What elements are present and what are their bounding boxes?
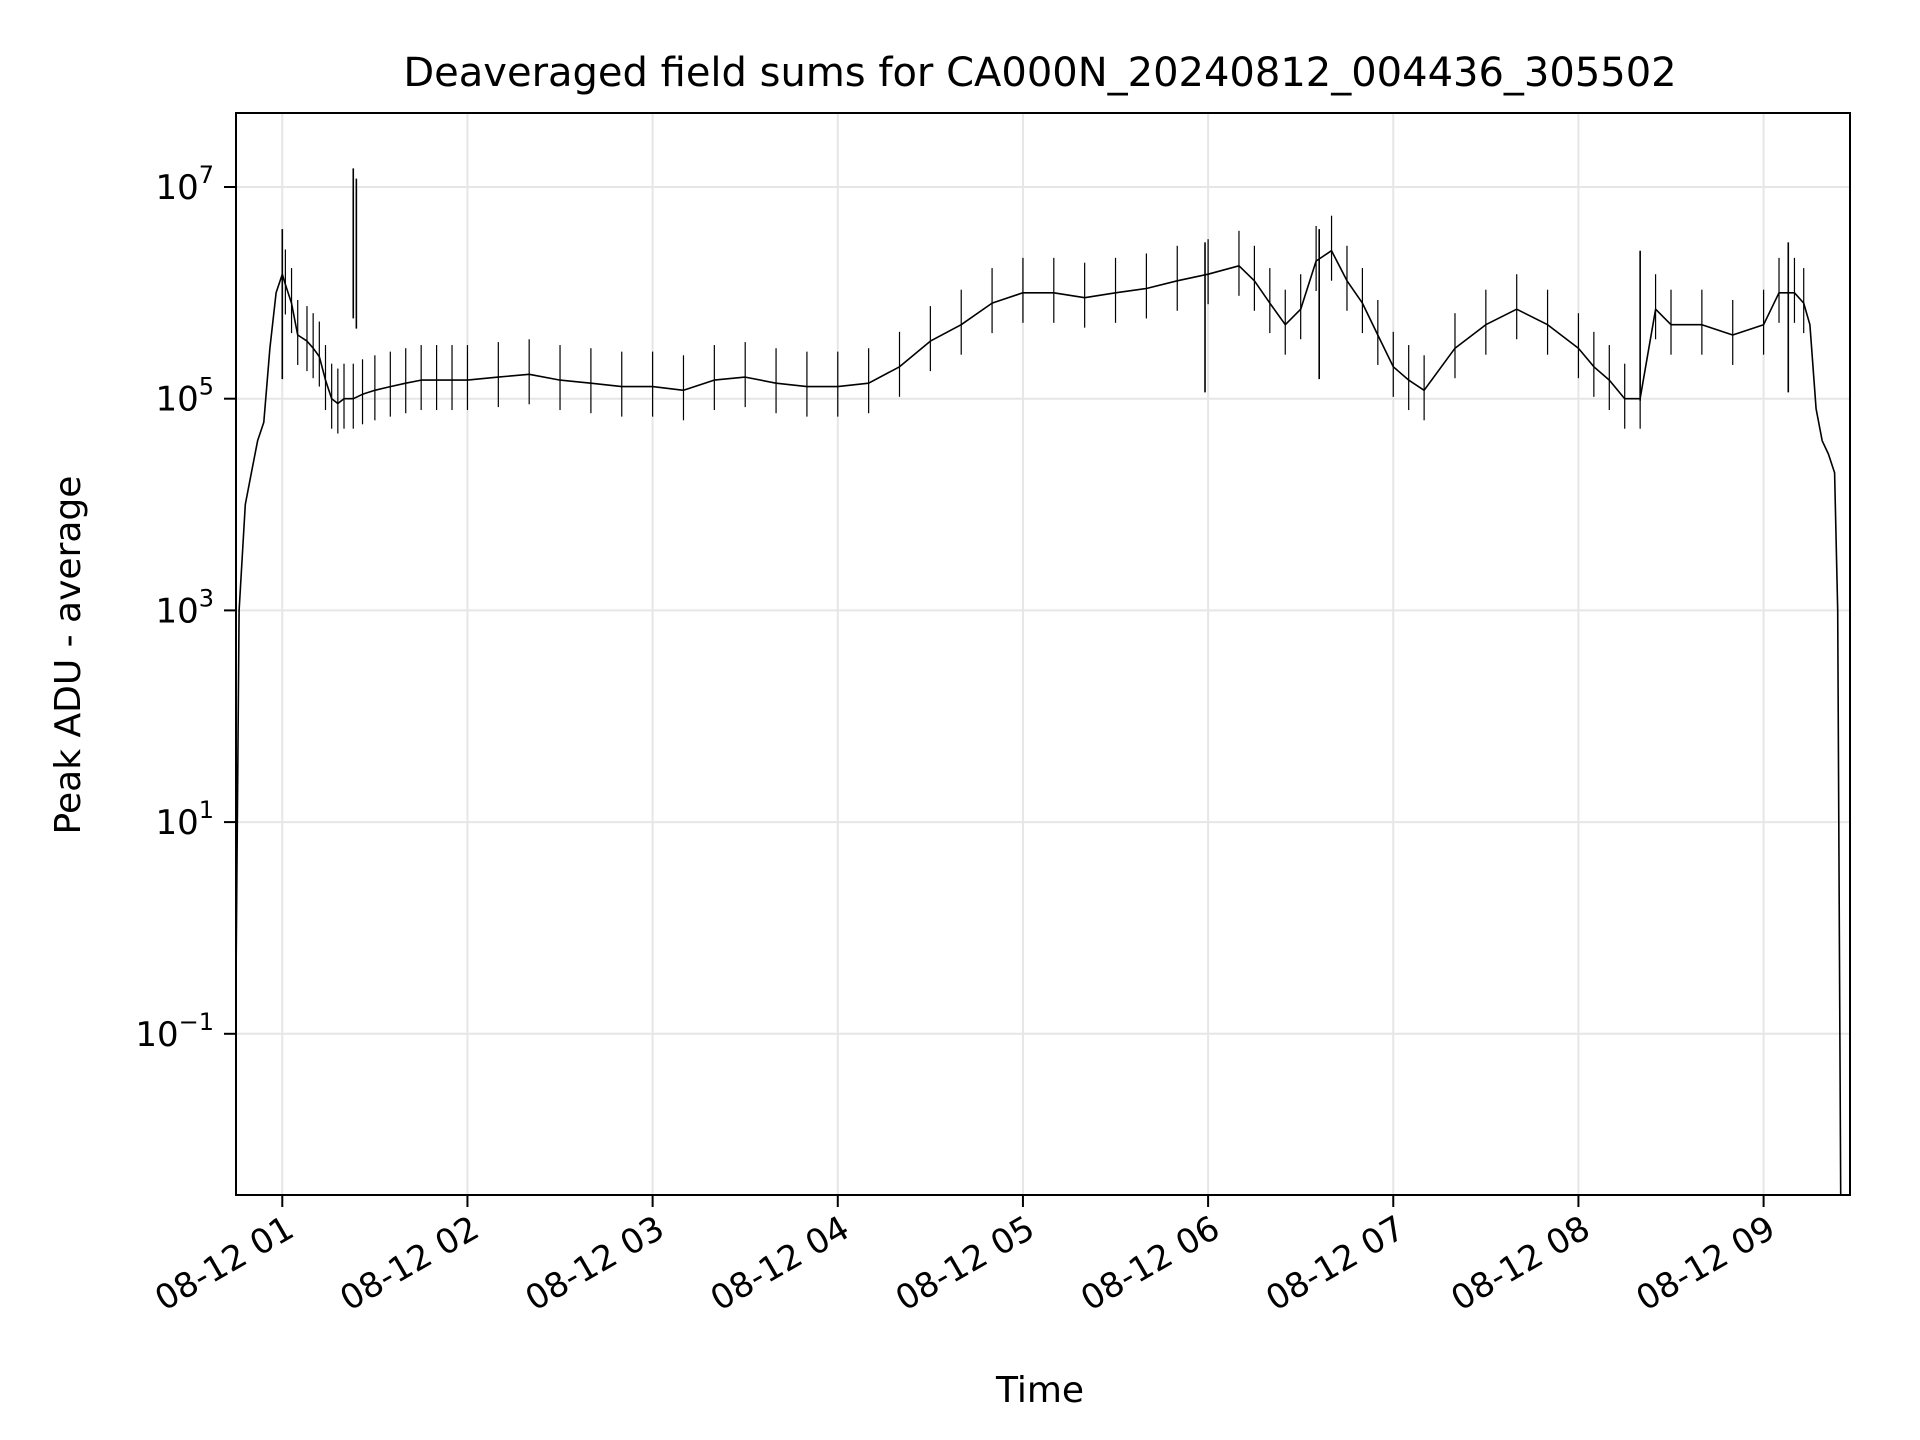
series-group: [235, 168, 1844, 1196]
chart-title: Deaveraged field sums for CA000N_2024081…: [403, 50, 1676, 96]
y-tick-label: 10−1: [135, 1008, 214, 1055]
y-tick-exponent: 5: [199, 373, 214, 401]
y-tick-base: 10: [155, 803, 198, 843]
y-tick-base: 10: [155, 591, 198, 631]
x-axis-label: Time: [995, 1370, 1084, 1411]
y-tick-base: 10: [155, 168, 198, 208]
y-tick-label: 103: [155, 584, 214, 631]
plot-frame: [235, 112, 1851, 1196]
y-axis-label: Peak ADU - average: [48, 476, 89, 835]
y-tick-base: 10: [135, 1015, 178, 1055]
y-tick-label: 105: [155, 373, 214, 420]
y-tick-label: 101: [155, 796, 214, 843]
y-tick-exponent: 3: [199, 584, 214, 612]
y-tick-exponent: −1: [179, 1008, 214, 1036]
y-tick-exponent: 7: [199, 161, 214, 189]
y-tick-exponent: 1: [199, 796, 214, 824]
series-line: [235, 249, 1844, 1196]
y-tick-label: 107: [155, 161, 214, 208]
y-tick-base: 10: [155, 380, 198, 420]
